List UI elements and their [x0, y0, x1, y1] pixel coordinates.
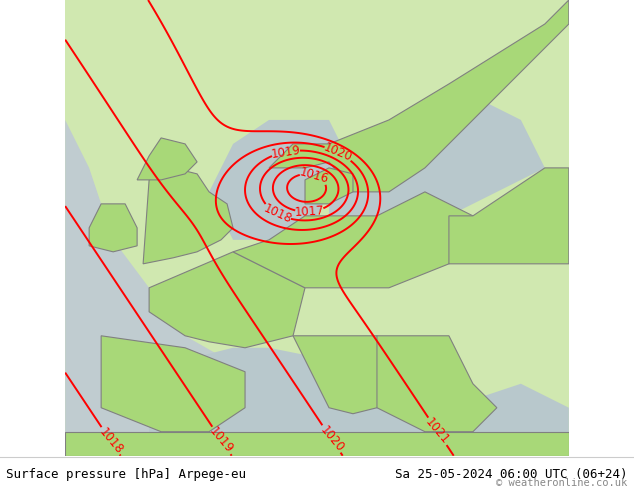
Polygon shape — [269, 0, 569, 192]
Polygon shape — [209, 120, 353, 240]
Text: Sa 25-05-2024 06:00 UTC (06+24): Sa 25-05-2024 06:00 UTC (06+24) — [395, 467, 628, 481]
Polygon shape — [233, 192, 473, 288]
Polygon shape — [377, 336, 497, 432]
Text: 1021: 1021 — [423, 416, 452, 447]
Polygon shape — [149, 348, 569, 456]
Text: 1018: 1018 — [96, 425, 125, 456]
Polygon shape — [293, 336, 401, 414]
Polygon shape — [143, 168, 233, 264]
Polygon shape — [101, 336, 245, 432]
Text: 1019: 1019 — [207, 425, 236, 456]
Text: 1017: 1017 — [294, 204, 325, 219]
Text: 1020: 1020 — [322, 141, 354, 164]
Polygon shape — [149, 252, 305, 348]
Text: 1020: 1020 — [317, 423, 346, 455]
Text: 1018: 1018 — [261, 202, 294, 226]
Polygon shape — [65, 120, 329, 456]
Polygon shape — [329, 84, 545, 216]
Text: © weatheronline.co.uk: © weatheronline.co.uk — [496, 478, 628, 488]
Polygon shape — [89, 204, 137, 252]
Polygon shape — [449, 168, 569, 264]
Text: 1016: 1016 — [298, 165, 330, 186]
Polygon shape — [305, 168, 353, 204]
Polygon shape — [137, 138, 197, 180]
Polygon shape — [65, 432, 569, 456]
Text: Surface pressure [hPa] Arpege-eu: Surface pressure [hPa] Arpege-eu — [6, 467, 247, 481]
Text: 1019: 1019 — [270, 143, 302, 161]
